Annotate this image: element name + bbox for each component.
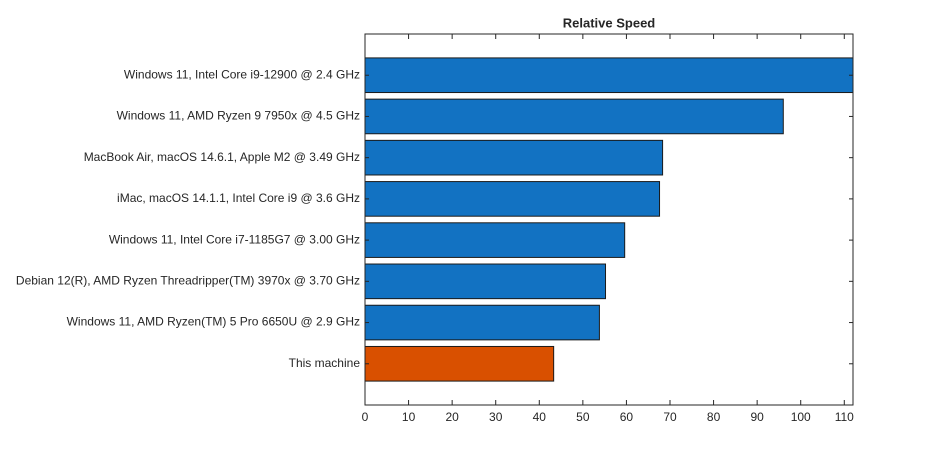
x-tick-label: 90: [750, 410, 764, 424]
bar: [364, 181, 661, 217]
x-tick-label: 50: [576, 410, 590, 424]
bar: [364, 57, 854, 94]
bar: [364, 222, 626, 258]
bar: [364, 263, 607, 300]
y-tick-label: Windows 11, Intel Core i9-12900 @ 2.4 GH…: [124, 67, 360, 81]
x-tick-label: 80: [707, 410, 721, 424]
x-tick-label: 70: [663, 410, 677, 424]
y-tick-label: Windows 11, Intel Core i7-1185G7 @ 3.00 …: [109, 232, 360, 246]
bar: [364, 345, 555, 382]
x-tick-label: 110: [835, 410, 854, 424]
x-tick-label: 100: [791, 410, 811, 424]
y-tick-label: iMac, macOS 14.1.1, Intel Core i9 @ 3.6 …: [117, 191, 360, 205]
x-tick-label: 0: [362, 410, 369, 424]
plot-frame: [364, 33, 854, 406]
x-tick-label: 20: [445, 410, 459, 424]
y-tick-label: Windows 11, AMD Ryzen 9 7950x @ 4.5 GHz: [117, 109, 360, 123]
y-tick-label: This machine: [289, 356, 361, 370]
bar: [364, 139, 664, 176]
y-tick-label: Windows 11, AMD Ryzen(TM) 5 Pro 6650U @ …: [67, 315, 360, 329]
x-tick-label: 30: [489, 410, 503, 424]
y-tick-label: Debian 12(R), AMD Ryzen Threadripper(TM)…: [16, 274, 360, 288]
bar: [364, 304, 600, 341]
chart-title: Relative Speed: [563, 15, 656, 30]
x-tick-label: 10: [402, 410, 416, 424]
y-tick-label: MacBook Air, macOS 14.6.1, Apple M2 @ 3.…: [84, 150, 360, 164]
x-tick-label: 40: [533, 410, 547, 424]
bar: [364, 98, 784, 135]
x-tick-label: 60: [620, 410, 634, 424]
